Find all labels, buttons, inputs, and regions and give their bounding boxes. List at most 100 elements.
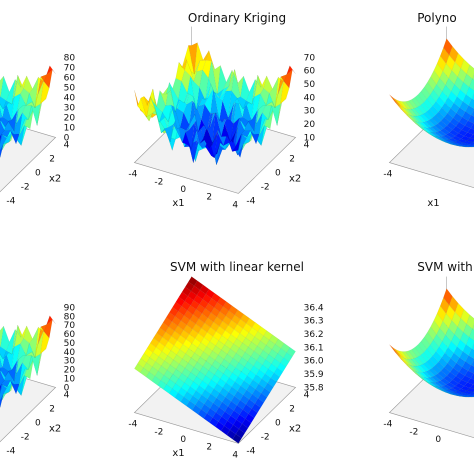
x-tick-label: 0 (180, 435, 186, 445)
surface-facet (205, 288, 215, 299)
surface-facet (228, 305, 239, 316)
y-tick-label: -2 (261, 182, 270, 192)
surface-facet (188, 42, 198, 75)
y-tick-label: -4 (246, 196, 255, 206)
surface (389, 38, 474, 148)
surface (134, 276, 296, 444)
x-tick-label: -2 (154, 177, 163, 187)
surface-facet (468, 98, 474, 109)
surface-facet (468, 396, 474, 398)
z-tick-label: 30 (304, 107, 316, 117)
z-tick-label: 20 (64, 113, 76, 123)
z-tick-label: 35.9 (304, 370, 324, 380)
x-tick-label: 4 (232, 200, 238, 210)
z-tick-label: 40 (64, 93, 76, 103)
surface-facet (0, 75, 4, 97)
z-tick-label: 0 (64, 133, 70, 143)
z-tick-label: 80 (64, 53, 76, 63)
y-tick-label: -2 (21, 432, 30, 442)
y-axis-label: x2 (289, 423, 301, 434)
z-tick-label: 70 (304, 53, 316, 63)
z-tick-label: 0 (64, 383, 70, 393)
surface-facet (468, 146, 474, 148)
z-tick-label: 50 (64, 339, 76, 349)
y-tick-label: 4 (64, 140, 70, 150)
z-tick-label: 80 (64, 312, 76, 322)
panel-title: SVM with linear kernel (170, 260, 304, 274)
panel-title: SVM with (417, 260, 472, 274)
z-tick-label: 30 (64, 103, 76, 113)
surface-facet (251, 322, 262, 332)
y-tick-label: 4 (304, 390, 310, 400)
z-tick-label: 10 (304, 133, 316, 143)
y-axis-label: x2 (49, 423, 61, 434)
x-tick-label: 4 (232, 450, 238, 460)
x-tick-label: 2 (206, 443, 212, 453)
x-tick-label: -4 (383, 420, 392, 430)
surface-facet (0, 325, 10, 351)
surface-facet (443, 38, 453, 56)
z-tick-label: 36.4 (304, 303, 324, 313)
y-tick-label: 0 (35, 418, 41, 428)
surface-facet (468, 348, 474, 359)
x-tick-label: -4 (383, 170, 392, 180)
z-tick-label: 90 (64, 303, 76, 313)
x-tick-label: -2 (154, 427, 163, 437)
surface-facet (443, 288, 453, 306)
z-tick-label: 60 (304, 67, 316, 77)
z-tick-label: 70 (64, 321, 76, 331)
surface (0, 315, 56, 408)
z-tick-label: 50 (64, 83, 76, 93)
y-tick-label: -4 (246, 446, 255, 456)
surface-facet (17, 325, 27, 339)
z-tick-label: 40 (304, 93, 316, 103)
z-tick-label: 36.2 (304, 330, 324, 340)
x-axis-label: x1 (172, 448, 184, 459)
z-tick-label: 60 (64, 73, 76, 83)
z-tick-label: 35.8 (304, 383, 324, 393)
y-tick-label: 4 (64, 390, 70, 400)
surface-facet (251, 75, 262, 105)
surface-facet (29, 327, 39, 358)
x-tick-label: 0 (435, 435, 441, 445)
x-tick-label: 2 (206, 193, 212, 203)
y-tick-label: 2 (49, 154, 55, 164)
z-tick-label: 10 (64, 123, 76, 133)
z-tick-label: 36.1 (304, 343, 324, 353)
y-tick-label: -2 (21, 182, 30, 192)
surface (0, 65, 56, 158)
z-tick-label: 36.0 (304, 357, 324, 367)
y-tick-label: -4 (6, 446, 15, 456)
z-tick-label: 10 (64, 375, 76, 385)
y-tick-label: 2 (289, 404, 295, 414)
z-tick-label: 70 (64, 63, 76, 73)
surface (134, 42, 296, 166)
panel-title: Ordinary Kriging (188, 11, 286, 25)
y-axis-label: x2 (289, 173, 301, 184)
z-tick-label: 50 (304, 80, 316, 90)
y-tick-label: -2 (261, 432, 270, 442)
surface-facet (211, 293, 221, 303)
z-tick-label: 20 (64, 366, 76, 376)
x-tick-label: -2 (409, 427, 418, 437)
panel-3: -4 x1 Polyno (383, 11, 474, 209)
y-tick-label: 4 (304, 140, 310, 150)
z-tick-label: 60 (64, 330, 76, 340)
y-tick-label: 2 (289, 154, 295, 164)
surface-facet (34, 326, 45, 358)
y-tick-label: 0 (275, 168, 281, 178)
z-tick-label: 36.3 (304, 317, 324, 327)
z-tick-label: 30 (64, 357, 76, 367)
surface-facet (286, 65, 296, 76)
surface-facet (467, 128, 474, 135)
x-tick-label: -4 (128, 420, 137, 430)
y-tick-label: -4 (6, 196, 15, 206)
surface (389, 288, 474, 398)
y-tick-label: 2 (49, 404, 55, 414)
y-tick-label: 0 (275, 418, 281, 428)
x-axis-label: x1 (427, 198, 439, 209)
